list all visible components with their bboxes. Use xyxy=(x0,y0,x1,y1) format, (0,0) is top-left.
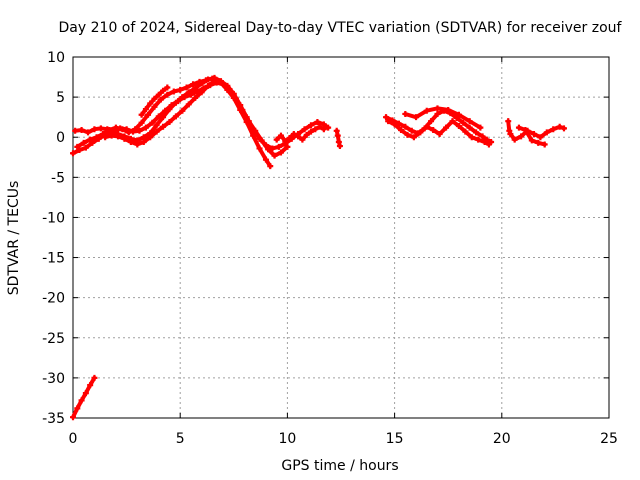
y-tick-label: -30 xyxy=(42,371,65,387)
series-track-a xyxy=(70,74,332,157)
y-axis-label: SDTVAR / TECUs xyxy=(6,181,22,296)
y-tick-label: -35 xyxy=(42,411,65,427)
y-tick-label: -25 xyxy=(42,331,65,347)
series-trail xyxy=(334,128,342,148)
x-tick-label: 20 xyxy=(493,431,511,447)
axis-ticks: 0 5 10 15 20 25 10 5 0 -5 -10 -15 -20 -25 -30 -35 xyxy=(42,50,618,447)
y-tick-label: -5 xyxy=(51,170,65,186)
series-trail xyxy=(71,375,97,420)
x-tick-label: 25 xyxy=(600,431,618,447)
series-trail xyxy=(506,119,566,142)
series-trail xyxy=(103,79,273,169)
x-tick-label: 5 xyxy=(176,431,185,447)
y-tick-label: 5 xyxy=(56,90,65,106)
y-tick-label: 10 xyxy=(47,50,65,66)
series-trail xyxy=(274,124,326,144)
series-track-g xyxy=(333,127,343,150)
series-track-i xyxy=(385,118,492,148)
series-track-m xyxy=(70,374,98,421)
series-track-f xyxy=(273,123,327,145)
series-track-e xyxy=(138,84,171,118)
y-tick-label: 0 xyxy=(56,130,65,146)
y-tick-label: -20 xyxy=(42,291,65,307)
series-trail xyxy=(139,85,170,117)
data-points xyxy=(70,74,567,421)
series-track-l xyxy=(515,124,548,148)
x-tick-label: 10 xyxy=(278,431,296,447)
series-trail xyxy=(403,106,483,130)
plot-frame xyxy=(72,56,610,419)
series-track-d xyxy=(74,75,222,150)
x-axis-label: GPS time / hours xyxy=(281,458,398,474)
x-tick-label: 15 xyxy=(386,431,404,447)
series-track-j xyxy=(402,105,484,131)
series-trail xyxy=(75,76,221,149)
series-trail xyxy=(386,119,491,147)
chart-title: Day 210 of 2024, Sidereal Day-to-day VTE… xyxy=(59,20,623,36)
series-track-c xyxy=(102,78,274,170)
y-tick-label: -15 xyxy=(42,251,65,267)
series-track-k xyxy=(505,118,567,143)
x-tick-label: 0 xyxy=(69,431,78,447)
series-trail xyxy=(517,125,547,147)
y-tick-label: -10 xyxy=(42,210,65,226)
series-trail xyxy=(384,108,494,144)
